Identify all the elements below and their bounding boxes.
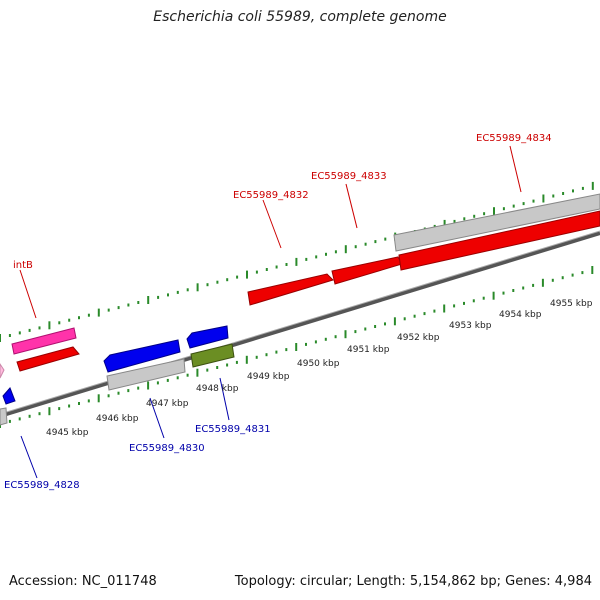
- intb-gene-arrow[interactable]: [11, 327, 77, 355]
- olive-gene-feature[interactable]: [190, 343, 235, 368]
- ec55989-4834-connector: [509, 145, 522, 193]
- ec55989-4832-gene-arrow[interactable]: [247, 273, 334, 306]
- lower-gray-feature[interactable]: [106, 358, 186, 391]
- upper-features: [0, 193, 600, 379]
- scale-label: 4946 kbp: [96, 414, 139, 424]
- ec55989-4831-gene-arrow[interactable]: [186, 325, 229, 349]
- intb-connector: [19, 269, 37, 319]
- lower-features: [0, 325, 235, 426]
- scale-label: 4947 kbp: [146, 399, 189, 409]
- accession-text: Accession: NC_011748: [9, 574, 157, 589]
- scale-label: 4953 kbp: [449, 321, 492, 331]
- genome-backbone: [0, 231, 600, 418]
- map-title: Escherichia coli 55989, complete genome: [153, 9, 447, 25]
- gene-label-ec55989-4831[interactable]: EC55989_4831: [195, 424, 271, 435]
- scale-labels: 4945 kbp 4946 kbp 4947 kbp 4948 kbp 4949…: [46, 299, 593, 438]
- scale-label: 4950 kbp: [297, 359, 340, 369]
- intb-neighbor-gene-arrow[interactable]: [16, 346, 80, 372]
- ec55989-4830-connector: [149, 397, 165, 439]
- gene-label-ec55989-4832[interactable]: EC55989_4832: [233, 190, 309, 201]
- scale-label: 4945 kbp: [46, 428, 89, 438]
- ec55989-4828-connector: [20, 435, 38, 479]
- scale-label: 4948 kbp: [196, 384, 239, 394]
- ec55989-4833-connector: [345, 183, 358, 229]
- scale-label: 4954 kbp: [499, 310, 542, 320]
- gene-label-intb[interactable]: intB: [13, 260, 33, 271]
- label-connectors: [19, 145, 522, 479]
- scale-label: 4955 kbp: [550, 299, 593, 309]
- ec55989-4833-gene-arrow[interactable]: [331, 256, 403, 285]
- gene-labels: intB EC55989_4832 EC55989_4833 EC55989_4…: [4, 133, 552, 491]
- ec55989-4830-gene-arrow[interactable]: [103, 339, 181, 373]
- ec55989-4834-gene-arrow[interactable]: [398, 210, 600, 271]
- ec55989-4828-gene-arrow[interactable]: [2, 387, 16, 405]
- lower-gray-partial[interactable]: [0, 407, 8, 426]
- gene-label-ec55989-4834[interactable]: EC55989_4834: [476, 133, 552, 144]
- gene-label-ec55989-4833[interactable]: EC55989_4833: [311, 171, 387, 182]
- scale-label: 4949 kbp: [247, 372, 290, 382]
- scale-label: 4951 kbp: [347, 345, 390, 355]
- gene-label-ec55989-4828[interactable]: EC55989_4828: [4, 480, 80, 491]
- topology-info-text: Topology: circular; Length: 5,154,862 bp…: [234, 574, 592, 589]
- ec55989-4832-connector: [262, 199, 282, 249]
- scale-label: 4952 kbp: [397, 333, 440, 343]
- lower-tick-track: [0, 266, 594, 428]
- genome-backbone-highlight: [0, 230, 600, 415]
- gene-label-ec55989-4830[interactable]: EC55989_4830: [129, 443, 205, 454]
- upper-tick-track: [0, 181, 594, 342]
- ec55989-4831-connector: [219, 377, 230, 421]
- upper-gray-feature[interactable]: [393, 193, 600, 252]
- pink-partial-arrow[interactable]: [0, 363, 5, 379]
